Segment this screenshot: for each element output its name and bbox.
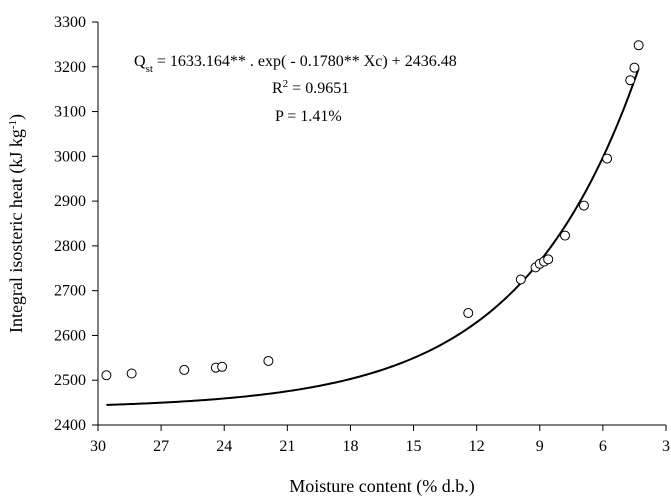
r-squared-prefix: R — [272, 80, 283, 97]
equation-body: = 1633.164** . exp( - 0.1780** Xc) + 243… — [153, 53, 457, 70]
data-point — [126, 368, 137, 379]
y-tick-label: 2600 — [54, 327, 86, 344]
data-point — [101, 370, 112, 381]
data-point — [578, 200, 589, 211]
equation-subscript: st — [146, 63, 153, 75]
x-tick-label: 9 — [536, 438, 544, 455]
y-axis-title-exponent: -1 — [7, 120, 19, 129]
y-tick-label: 3200 — [54, 59, 86, 76]
data-point — [263, 355, 274, 366]
data-point — [463, 308, 474, 319]
data-point — [179, 364, 190, 375]
x-tick-label: 15 — [406, 438, 422, 455]
data-point — [515, 274, 526, 285]
data-point — [543, 254, 554, 265]
chart-ticks: 2400 2500 2600 2700 2800 2900 3000 3100 3200 3300… — [54, 14, 670, 455]
y-tick-label: 3100 — [54, 104, 86, 121]
y-tick-label: 2400 — [54, 417, 86, 434]
y-axis-title-end: ) — [6, 114, 27, 120]
y-tick-label: 3300 — [54, 14, 86, 31]
r-squared-body: = 0.9651 — [288, 80, 349, 97]
data-point — [602, 153, 613, 164]
chart-axes — [97, 22, 666, 426]
y-tick-label: 2500 — [54, 372, 86, 389]
data-points — [101, 40, 644, 381]
r-squared-annotation: R2 = 0.9651 — [272, 78, 349, 97]
x-tick-label: 27 — [153, 438, 169, 455]
equation-annotation: Qst = 1633.164** . exp( - 0.1780** Xc) +… — [134, 53, 457, 75]
p-annotation: P = 1.41% — [275, 108, 342, 125]
data-point — [629, 62, 640, 73]
fit-curve — [106, 68, 640, 406]
fit-curve-layer — [106, 68, 640, 406]
chart-labels: Moisture content (% d.b.) Integral isost… — [6, 53, 475, 497]
y-axis-title-main: Integral isosteric heat (kJ kg — [6, 129, 27, 333]
x-tick-label: 3 — [662, 438, 670, 455]
x-tick-label: 6 — [599, 438, 607, 455]
r-squared-superscript: 2 — [283, 78, 289, 90]
x-tick-label: 24 — [216, 438, 232, 455]
y-tick-label: 2900 — [54, 193, 86, 210]
x-tick-label: 12 — [469, 438, 485, 455]
x-tick-label: 30 — [90, 438, 106, 455]
x-axis-title: Moisture content (% d.b.) — [289, 476, 474, 497]
data-point — [217, 361, 228, 372]
y-tick-label: 3000 — [54, 148, 86, 165]
equation-prefix: Q — [134, 53, 146, 70]
x-tick-label: 18 — [342, 438, 358, 455]
x-tick-label: 21 — [279, 438, 295, 455]
y-tick-label: 2800 — [54, 238, 86, 255]
data-point — [625, 75, 636, 86]
y-axis-title: Integral isosteric heat (kJ kg-1) — [6, 114, 27, 333]
data-point — [633, 40, 644, 51]
data-point — [560, 230, 571, 241]
y-tick-label: 2700 — [54, 283, 86, 300]
